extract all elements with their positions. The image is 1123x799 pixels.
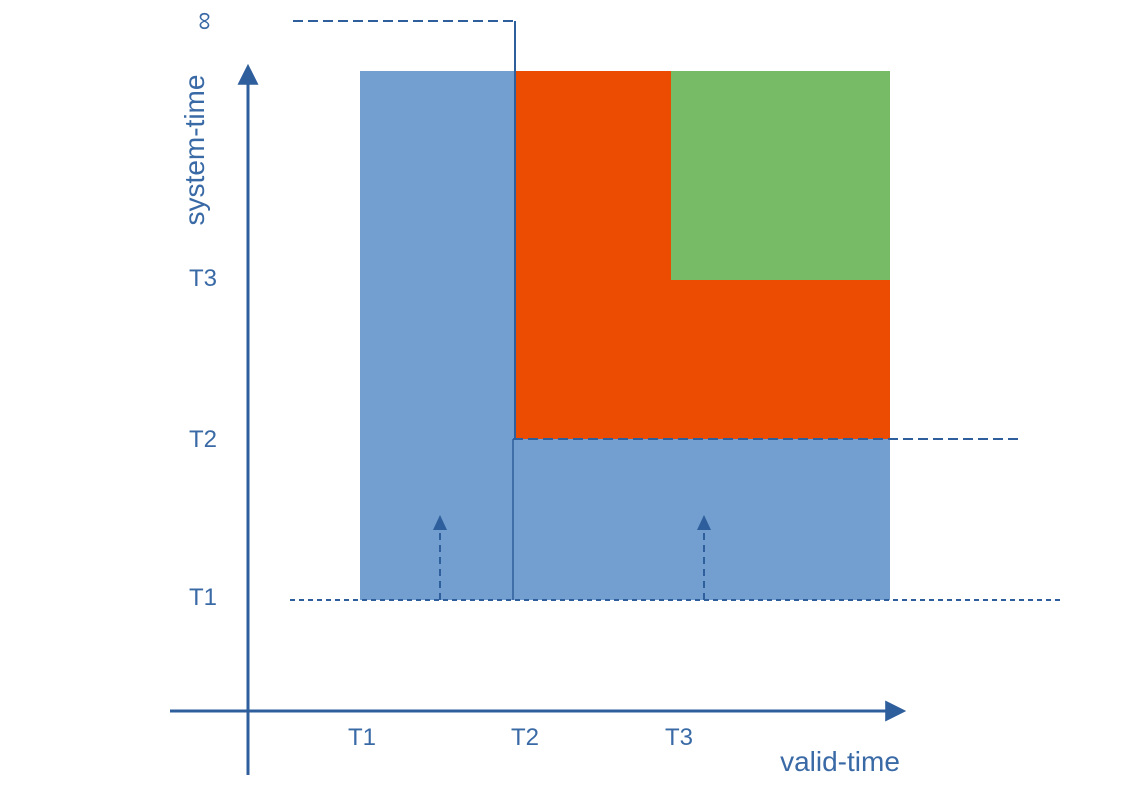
green-region [671, 71, 890, 280]
up-arrow-right [697, 515, 711, 600]
blue-region-left [360, 71, 515, 600]
x-axis-label: valid-time [780, 746, 900, 777]
y-tick-t2: T2 [189, 426, 217, 453]
blue-region-bottom [513, 439, 890, 600]
x-tick-t2: T2 [511, 724, 539, 751]
x-tick-t1: T1 [348, 724, 376, 751]
up-arrow-left [433, 515, 447, 600]
x-tick-t3: T3 [665, 724, 693, 751]
infinity-label: ∞ [188, 12, 218, 31]
y-axis-label: system-time [179, 75, 210, 226]
y-tick-t3: T3 [189, 265, 217, 292]
y-tick-t1: T1 [189, 584, 217, 611]
